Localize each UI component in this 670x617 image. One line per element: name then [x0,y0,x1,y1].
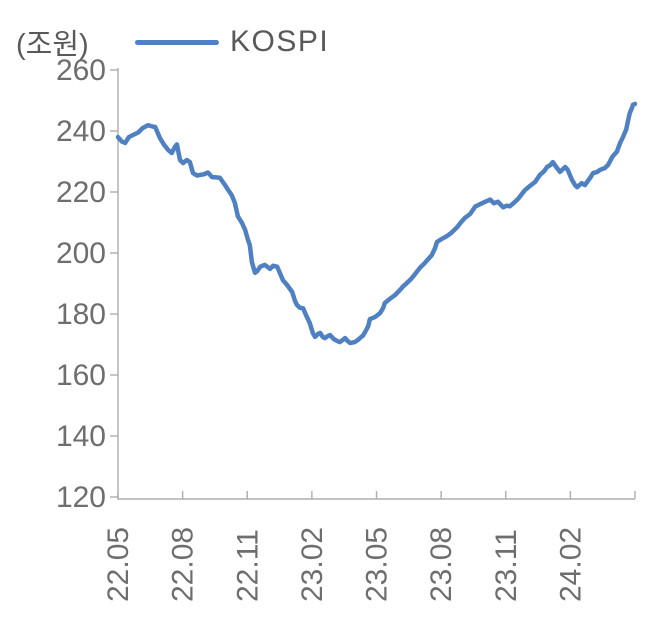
legend-label-kospi: KOSPI [230,25,330,58]
y-axis-tick-label: 260 [56,54,106,87]
y-axis-tick-label: 120 [56,481,106,514]
y-axis-tick-label: 240 [56,115,106,148]
y-axis-unit-label: (조원) [16,29,89,61]
x-axis-tick-label: 23.11 [490,529,523,602]
legend: KOSPI [135,25,330,58]
y-axis-tick-label: 200 [56,237,106,270]
y-axis-tick-label: 140 [56,420,106,453]
x-axis-tick-label: 22.05 [102,527,135,602]
y-axis-tick-label: 180 [56,298,106,331]
y-axis-tick-label: 160 [56,359,106,392]
x-axis-tick-label: 22.11 [231,529,264,602]
axis-lines [117,68,635,500]
x-axis-tick-label: 23.08 [425,527,458,602]
x-axis-tick-label: 23.05 [361,527,394,602]
x-axis-tick-label: 24.02 [554,527,587,602]
legend-line-swatch [135,39,219,45]
y-axis-tick-label: 220 [56,176,106,209]
kospi-series-line [115,101,638,346]
x-axis-tick-label: 23.02 [296,527,329,602]
x-axis-tick-label: 22.08 [167,527,200,602]
